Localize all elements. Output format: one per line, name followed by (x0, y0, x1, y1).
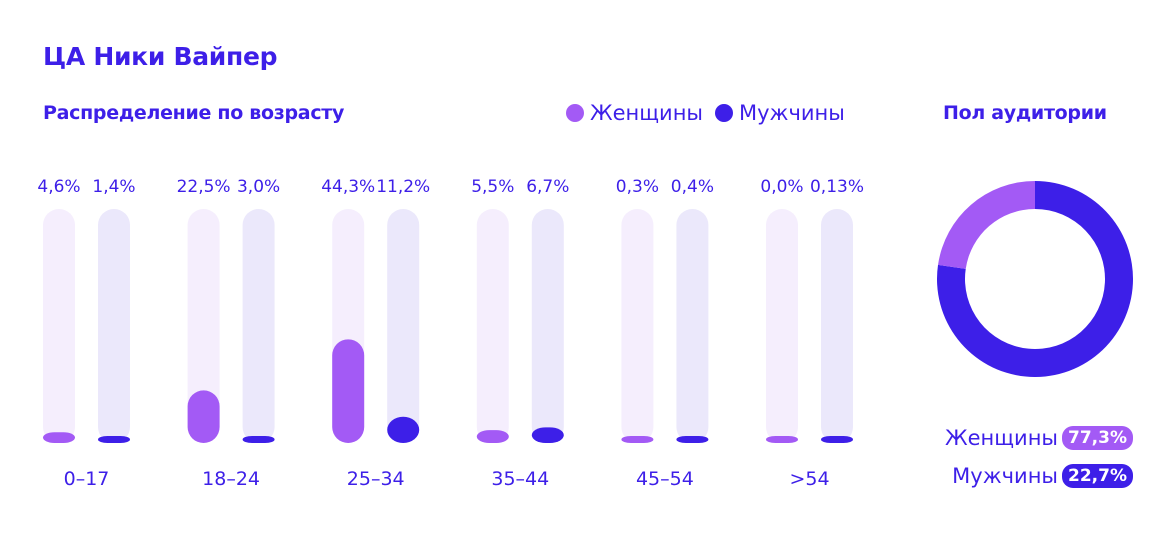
category-label-5: >54 (789, 468, 829, 490)
category-label-2: 25–34 (347, 468, 405, 490)
age-distribution-title: Распределение по возрасту (43, 102, 345, 124)
women-dot-icon (566, 104, 584, 122)
data-label-women-4: 0,3% (616, 177, 659, 197)
category-label-4: 45–54 (636, 468, 694, 490)
bar-men-1 (242, 435, 275, 443)
bar-track-men-3 (531, 209, 564, 443)
bar-women-2 (332, 339, 365, 443)
age-bar-chart: 4,6% 1,4% 0–17 22,5% 3,0% 18–24 44,3% 11,2% 25–3… (37, 177, 864, 490)
category-label-1: 18–24 (202, 468, 260, 490)
gender-men-label: Мужчины (952, 464, 1059, 488)
gender-title: Пол аудитории (943, 102, 1107, 124)
category-label-0: 0–17 (64, 468, 110, 490)
bar-women-5 (766, 436, 798, 443)
bar-men-4 (676, 436, 709, 443)
category-label-3: 35–44 (491, 468, 549, 490)
bar-women-1 (187, 390, 220, 443)
bar-track-men-5 (821, 209, 853, 443)
gender-men-badge: 22,7% (1062, 464, 1133, 488)
donut-slice-women (938, 181, 1035, 269)
legend-label-men: Мужчины (739, 101, 845, 125)
data-label-men-3: 6,7% (526, 177, 569, 197)
gender-row-men: Мужчины 22,7% (952, 464, 1133, 488)
legend-item-women: Женщины (566, 101, 703, 125)
bar-track-women-3 (476, 209, 509, 443)
bar-track-women-5 (766, 209, 798, 443)
bar-track-men-1 (242, 209, 275, 443)
bar-track-men-4 (676, 209, 709, 443)
bar-women-3 (476, 430, 509, 443)
data-label-men-5: 0,13% (810, 177, 864, 197)
chart-legend: Женщины Мужчины (566, 101, 857, 125)
data-label-women-2: 44,3% (321, 177, 375, 197)
bar-men-5 (821, 436, 853, 443)
data-label-men-0: 1,4% (92, 177, 135, 197)
data-label-men-2: 11,2% (376, 177, 430, 197)
data-label-women-0: 4,6% (37, 177, 80, 197)
data-label-women-1: 22,5% (177, 177, 231, 197)
bar-women-0 (43, 432, 75, 443)
bar-men-3 (531, 427, 564, 443)
bar-track-women-0 (43, 209, 75, 443)
data-label-men-1: 3,0% (237, 177, 280, 197)
gender-row-women: Женщины 77,3% (945, 426, 1133, 450)
legend-label-women: Женщины (590, 101, 704, 125)
bar-men-2 (387, 416, 420, 443)
data-label-women-5: 0,0% (760, 177, 803, 197)
data-label-men-4: 0,4% (671, 177, 714, 197)
bar-track-women-4 (621, 209, 654, 443)
bar-track-men-0 (98, 209, 130, 443)
page-title: ЦА Ники Вайпер (43, 42, 278, 71)
men-dot-icon (715, 104, 734, 122)
data-label-women-3: 5,5% (471, 177, 514, 197)
gender-women-badge: 77,3% (1062, 426, 1133, 450)
bar-women-4 (621, 436, 654, 443)
bar-track-men-2 (387, 209, 420, 443)
legend-item-men: Мужчины (715, 101, 845, 125)
bar-men-0 (98, 436, 130, 443)
gender-women-label: Женщины (945, 426, 1059, 450)
bar-track-women-1 (187, 209, 220, 443)
gender-donut-chart (937, 181, 1133, 377)
